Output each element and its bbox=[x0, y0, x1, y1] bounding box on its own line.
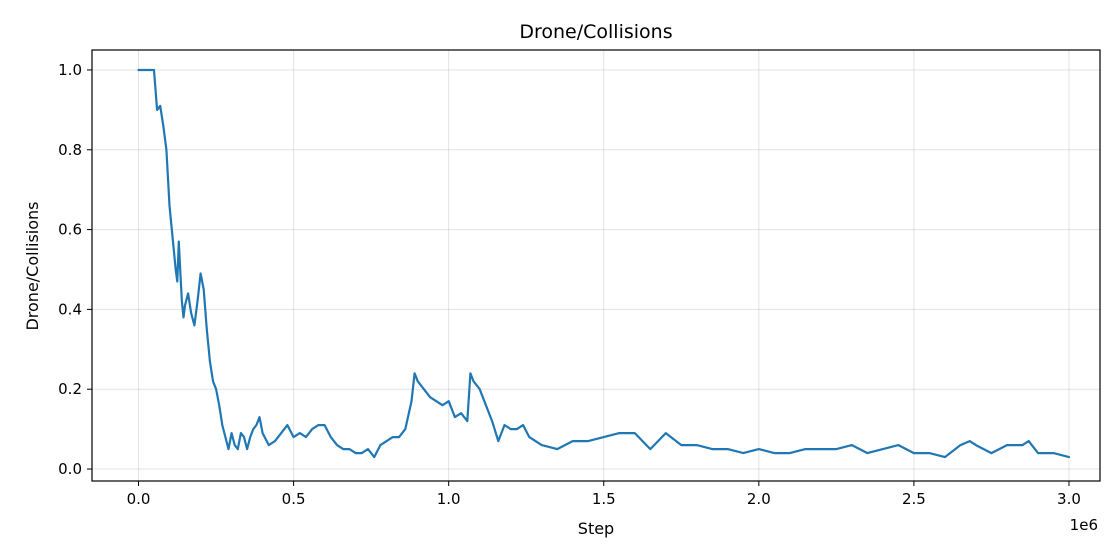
series-line bbox=[137, 68, 1071, 459]
chart-title: Drone/Collisions bbox=[519, 21, 672, 43]
y-tick-label: 0.4 bbox=[58, 300, 82, 318]
y-tick-label: 0.2 bbox=[58, 380, 82, 398]
x-axis: 0.0 0.5 1.0 1.5 2.0 2.5 3.0 bbox=[127, 481, 1081, 508]
x-axis-offset-label: 1e6 bbox=[1070, 516, 1098, 534]
x-tick-label: 0.5 bbox=[282, 490, 306, 508]
series-layer bbox=[137, 68, 1071, 459]
y-axis: 0.0 0.2 0.4 0.6 0.8 1.0 bbox=[58, 61, 92, 478]
x-tick-label: 1.5 bbox=[592, 490, 616, 508]
y-tick-label: 1.0 bbox=[58, 61, 82, 79]
x-tick-label: 2.5 bbox=[902, 490, 926, 508]
grid-layer bbox=[92, 50, 1100, 481]
y-tick-label: 0.0 bbox=[58, 460, 82, 478]
x-tick-label: 3.0 bbox=[1057, 490, 1081, 508]
y-tick-label: 0.6 bbox=[58, 221, 82, 239]
plot-frame bbox=[91, 49, 1101, 482]
x-axis-title: Step bbox=[578, 519, 614, 538]
y-axis-title: Drone/Collisions bbox=[23, 201, 42, 330]
x-tick-label: 0.0 bbox=[127, 490, 151, 508]
x-tick-label: 2.0 bbox=[747, 490, 771, 508]
x-tick-label: 1.0 bbox=[437, 490, 461, 508]
y-tick-label: 0.8 bbox=[58, 141, 82, 159]
